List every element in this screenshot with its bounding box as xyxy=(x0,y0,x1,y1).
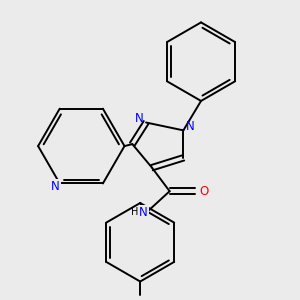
Text: N: N xyxy=(139,206,148,218)
Text: N: N xyxy=(135,112,143,125)
Text: H: H xyxy=(131,207,139,217)
Text: O: O xyxy=(199,185,208,198)
Text: N: N xyxy=(51,180,59,193)
Text: N: N xyxy=(186,120,195,133)
